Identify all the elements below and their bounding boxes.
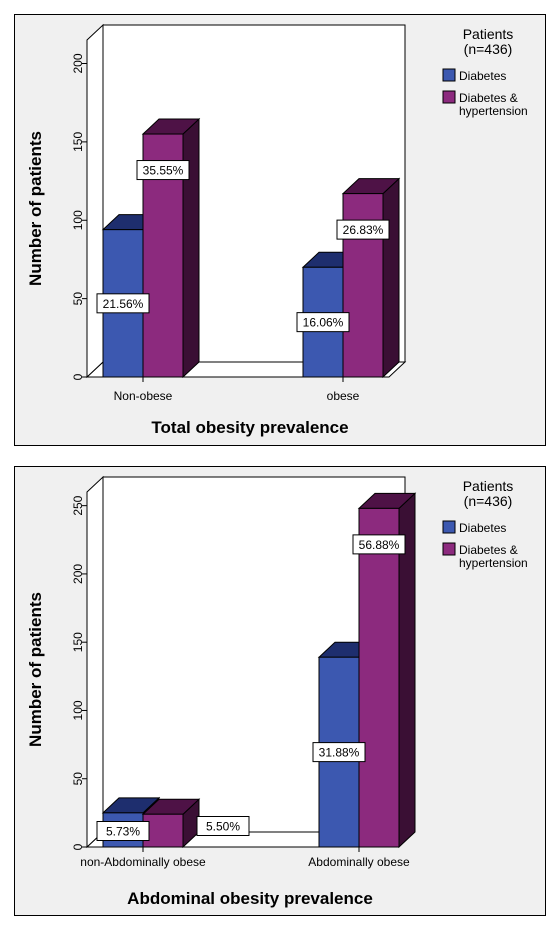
- x-axis-label: Total obesity prevalence: [151, 418, 348, 437]
- data-label: 26.83%: [343, 223, 384, 237]
- y-tick-label: 100: [71, 700, 85, 720]
- chart-group: 0 50 100 150 200 Number of patients Non-obese o…: [26, 23, 528, 437]
- y-tick-label: 250: [71, 495, 85, 515]
- y-axis-label: Number of patients: [26, 592, 45, 747]
- legend-swatch-diabetes: [442, 68, 456, 82]
- legend-title-count: (n=436): [464, 493, 513, 509]
- y-tick-label: 0: [71, 373, 85, 380]
- data-label-box: [136, 160, 190, 181]
- chart-panel-total-obesity: 0 50 100 150 200 Number of patients Non-obese o…: [14, 14, 546, 446]
- chart-abdominal-obesity: 0 50 100 150 200 250 Number of patients non-Abd…: [26, 475, 528, 908]
- data-label: 35.55%: [143, 164, 184, 178]
- legend-label-hypertension-line2: hypertension: [459, 556, 528, 570]
- y-tick-label: 50: [71, 772, 85, 786]
- bar-side: [382, 177, 400, 379]
- data-label-box: [196, 816, 250, 836]
- chart-group: 0 50 100 150 200 250 Number of patients non-Abd…: [26, 475, 528, 908]
- chart-total-obesity: 0 50 100 150 200 Number of patients Non-obese o…: [26, 23, 528, 437]
- y-axis-label: Number of patients: [26, 131, 45, 286]
- data-label-box: [96, 293, 150, 314]
- data-label-box: [352, 534, 406, 555]
- data-label: 5.50%: [206, 820, 240, 834]
- legend-title: Patients: [463, 478, 514, 494]
- plot-side-wall: [86, 23, 104, 379]
- data-label: 56.88%: [359, 538, 400, 552]
- x-tick-label: non-Abdominally obese: [80, 855, 206, 869]
- legend-label-hypertension-line2: hypertension: [459, 104, 528, 118]
- legend-title: Patients: [463, 26, 514, 42]
- legend-label-hypertension-line1: Diabetes &: [459, 543, 518, 557]
- data-label: 31.88%: [319, 746, 360, 760]
- legend-label-diabetes: Diabetes: [459, 521, 506, 535]
- legend-swatch-diabetes: [442, 520, 456, 534]
- bar: [358, 507, 400, 848]
- legend-label-hypertension-line1: Diabetes &: [459, 91, 518, 105]
- legend-title-count: (n=436): [464, 41, 513, 57]
- legend-swatch-hypertension: [442, 542, 456, 556]
- data-label: 21.56%: [103, 297, 144, 311]
- y-tick-label: 200: [71, 564, 85, 584]
- legend-swatch-hypertension: [442, 90, 456, 104]
- data-label-box: [296, 312, 350, 333]
- data-label: 5.73%: [106, 825, 140, 839]
- y-tick-label: 200: [71, 53, 85, 73]
- chart-panel-abdominal-obesity: 0 50 100 150 200 250 Number of patients non-Abd…: [14, 466, 546, 916]
- y-tick-label: 0: [71, 843, 85, 850]
- bar: [142, 813, 184, 848]
- data-label-box: [96, 821, 150, 841]
- bar-side: [182, 117, 200, 379]
- data-label-box: [312, 742, 366, 763]
- y-tick-label: 150: [71, 132, 85, 152]
- y-tick-label: 150: [71, 632, 85, 652]
- plot-side-wall: [86, 475, 104, 849]
- data-label: 16.06%: [303, 316, 344, 330]
- x-axis-label: Abdominal obesity prevalence: [127, 889, 373, 908]
- x-tick-label: Non-obese: [114, 389, 173, 403]
- legend-label-diabetes: Diabetes: [459, 69, 506, 83]
- x-tick-label: obese: [327, 389, 360, 403]
- y-tick-label: 50: [71, 292, 85, 306]
- data-label-box: [336, 219, 390, 240]
- y-tick-label: 100: [71, 210, 85, 230]
- x-tick-label: Abdominally obese: [308, 855, 410, 869]
